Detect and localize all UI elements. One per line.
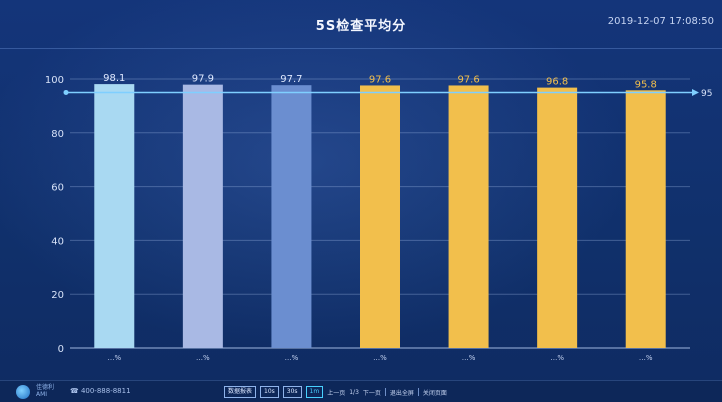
y-tick-label: 0 — [58, 344, 64, 355]
data-label: 96.8 — [546, 77, 568, 88]
logo-text-line-1: 佳德利 — [36, 384, 55, 391]
bar — [448, 85, 489, 349]
divider — [384, 388, 386, 396]
bar — [360, 85, 400, 349]
close-page-link[interactable]: 关闭页面 — [422, 389, 447, 397]
y-tick-label: 20 — [51, 290, 64, 301]
logo-text: 佳德利 AMI — [36, 384, 54, 398]
bar — [271, 85, 312, 348]
bar-chart: 0 20 40 60 80 100 98.1 …% 97.9 …% 97.7 …% 97.6 …% 97.6… — [45, 73, 713, 362]
divider — [417, 388, 419, 396]
x-tick-label: …% — [196, 354, 210, 362]
y-tick-label: 80 — [51, 129, 64, 140]
x-tick-label: …% — [550, 354, 564, 362]
bar — [625, 90, 666, 348]
page-indicator: 1/3 — [349, 388, 359, 396]
y-tick-label: 100 — [45, 75, 64, 86]
data-label: 97.6 — [457, 74, 479, 85]
y-tick-label: 60 — [51, 183, 64, 194]
next-page-link[interactable]: 下一页 — [362, 389, 381, 397]
report-button[interactable]: 数据报表 — [224, 386, 257, 398]
data-label: 95.8 — [635, 79, 657, 90]
bar — [182, 84, 223, 349]
footer-bar: 佳德利 AMI ☎ 400-888-8811 数据报表 10s 30s 1m 上… — [0, 380, 722, 402]
data-label: 98.1 — [103, 73, 125, 84]
x-tick-label: …% — [639, 354, 653, 362]
x-tick-label: …% — [373, 354, 387, 362]
page-title: 5S检查平均分 — [315, 19, 407, 34]
data-label: 97.7 — [280, 74, 302, 85]
phone-number: ☎ 400-888-8811 — [70, 387, 131, 395]
logo-text-line-2: AMI — [36, 391, 48, 398]
exit-fullscreen-link[interactable]: 退出全屏 — [389, 389, 414, 397]
target-line-label: 95 — [701, 89, 712, 99]
interval-1m-button[interactable]: 1m — [305, 386, 324, 398]
x-tick-label: …% — [107, 354, 121, 362]
logo-icon — [16, 385, 30, 399]
interval-30s-button[interactable]: 30s — [282, 386, 302, 398]
target-line-arrow-icon — [692, 88, 699, 96]
bar — [94, 84, 135, 349]
data-label: 97.9 — [192, 74, 214, 85]
y-tick-label: 40 — [51, 236, 64, 247]
timestamp: 2019-12-07 17:08:50 — [607, 16, 714, 27]
interval-10s-button[interactable]: 10s — [260, 386, 279, 398]
header-bar: 5S检查平均分 2019-12-07 17:08:50 — [0, 0, 722, 49]
x-tick-label: …% — [285, 354, 299, 362]
prev-page-link[interactable]: 上一页 — [327, 389, 346, 397]
x-tick-label: …% — [462, 354, 476, 362]
playback-controls: 数据报表 10s 30s 1m 上一页 1/3 下一页 退出全屏 关闭页面 — [224, 385, 447, 399]
bar — [537, 87, 578, 348]
target-line-start-marker — [63, 89, 69, 95]
data-label: 97.6 — [369, 74, 391, 85]
